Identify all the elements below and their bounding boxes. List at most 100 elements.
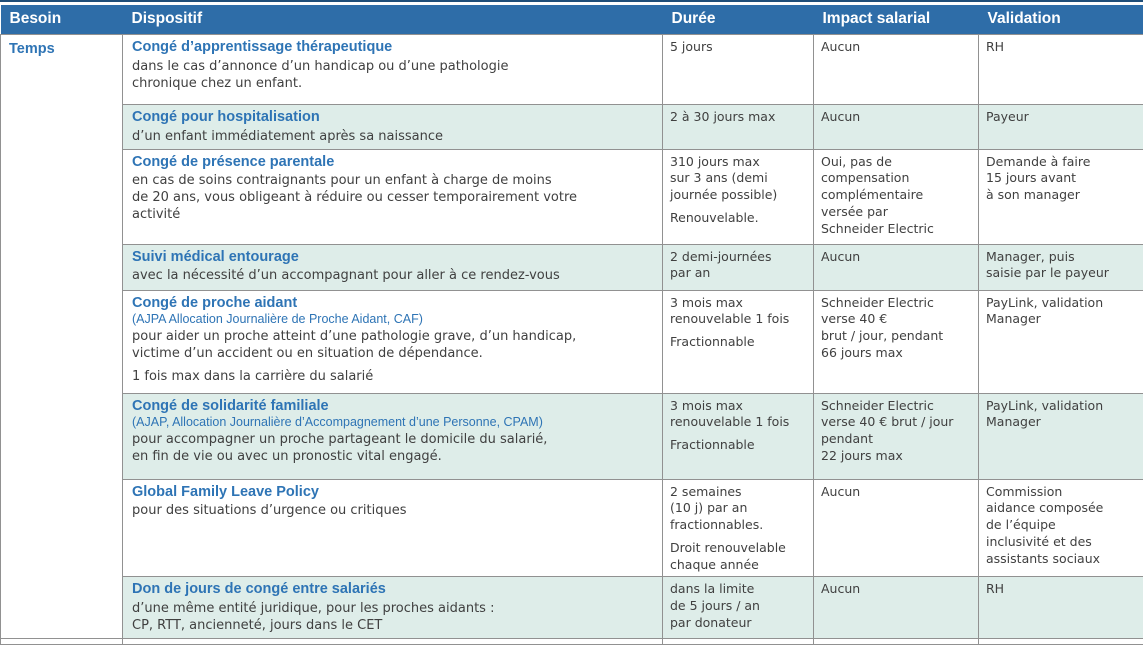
dispositif-description: avec la nécessité d’un accompagnant pour…: [132, 268, 652, 285]
duree-cell: 5 jours: [663, 35, 814, 105]
validation-cell: PayLink, validation Manager: [979, 290, 1143, 393]
dispositif-description: pour des situations d’urgence ou critiqu…: [132, 503, 652, 520]
duree-cell: 3 mois max renouvelable 1 fois Fractionn…: [663, 393, 814, 479]
dispositif-cell: Congé de proche aidant (AJPA Allocation …: [123, 290, 663, 393]
impact-text: Aucun: [821, 581, 972, 598]
dispositif-title: Congé de présence parentale: [132, 154, 652, 172]
dispositif-description: d’une même entité juridique, pour les pr…: [132, 601, 652, 635]
dispositif-cell: Global Family Leave Policy pour des situ…: [123, 479, 663, 577]
validation-text: Commission aidance composée de l’équipe …: [986, 484, 1137, 568]
impact-cell: Oui, pas de compensation complémentaire …: [814, 149, 979, 244]
duree-text: 3 mois max renouvelable 1 fois: [670, 398, 807, 432]
impact-text: Aucun: [821, 249, 972, 266]
duree-text-2: Fractionnable: [670, 334, 807, 351]
validation-text: PayLink, validation Manager: [986, 398, 1137, 432]
column-header-besoin: Besoin: [1, 5, 123, 35]
dispositif-cell: Congé pour hospitalisation d’un enfant i…: [123, 105, 663, 150]
dispositifs-table: Besoin Dispositif Durée Impact salarial …: [0, 5, 1143, 645]
table-row-suivi-medical: Suivi médical entourage avec la nécessit…: [1, 244, 1143, 290]
column-header-duree: Durée: [663, 5, 814, 35]
impact-cell: Aucun: [814, 479, 979, 577]
dispositif-cell: Congé de présence parentale en cas de so…: [123, 149, 663, 244]
dispositif-title: Congé d’apprentissage thérapeutique: [132, 39, 652, 57]
dispositif-cell-next: [123, 638, 663, 644]
impact-text: Schneider Electric verse 40 € brut / jou…: [821, 398, 972, 465]
validation-text: RH: [986, 581, 1137, 598]
dispositif-subtitle: (AJAP, Allocation Journalière d’Accompag…: [132, 415, 652, 430]
dispositif-cell: Congé d’apprentissage thérapeutique dans…: [123, 35, 663, 105]
table-body: Temps Congé d’apprentissage thérapeutiqu…: [1, 35, 1143, 645]
duree-text: 2 demi-journées par an: [670, 249, 807, 283]
validation-cell: RH: [979, 35, 1143, 105]
column-header-validation: Validation: [979, 5, 1143, 35]
duree-text-2: Renouvelable.: [670, 210, 807, 227]
validation-cell: Payeur: [979, 105, 1143, 150]
impact-cell: Schneider Electric verse 40 € brut / jou…: [814, 290, 979, 393]
duree-cell-next: [663, 638, 814, 644]
dispositif-cell: Congé de solidarité familiale (AJAP, All…: [123, 393, 663, 479]
table-row-hospitalisation: Congé pour hospitalisation d’un enfant i…: [1, 105, 1143, 150]
dispositif-description: d’un enfant immédiatement après sa naiss…: [132, 129, 652, 146]
impact-text: Aucun: [821, 39, 972, 56]
impact-cell: Aucun: [814, 35, 979, 105]
besoin-cell: Temps: [1, 35, 123, 639]
dispositif-description: en cas de soins contraignants pour un en…: [132, 173, 652, 224]
impact-text: Aucun: [821, 109, 972, 126]
table-row-presence-parentale: Congé de présence parentale en cas de so…: [1, 149, 1143, 244]
dispositif-title: Global Family Leave Policy: [132, 484, 652, 502]
dispositif-title: Don de jours de congé entre salariés: [132, 581, 652, 599]
impact-cell: Aucun: [814, 244, 979, 290]
validation-cell: PayLink, validation Manager: [979, 393, 1143, 479]
dispositif-description: pour aider un proche atteint d’une patho…: [132, 329, 652, 363]
duree-text: 5 jours: [670, 39, 807, 56]
header-row: Besoin Dispositif Durée Impact salarial …: [1, 5, 1143, 35]
duree-text: 2 à 30 jours max: [670, 109, 807, 126]
duree-text-2: Fractionnable: [670, 437, 807, 454]
duree-text: 3 mois max renouvelable 1 fois: [670, 295, 807, 329]
dispositif-description: pour accompagner un proche partageant le…: [132, 432, 652, 466]
duree-text: 2 semaines (10 j) par an fractionnables.: [670, 484, 807, 534]
table-row-apprentissage: Temps Congé d’apprentissage thérapeutiqu…: [1, 35, 1143, 105]
dispositif-description: dans le cas d’annonce d’un handicap ou d…: [132, 59, 652, 93]
validation-cell: Manager, puis saisie par le payeur: [979, 244, 1143, 290]
duree-text: 310 jours max sur 3 ans (demi journée po…: [670, 154, 807, 204]
validation-text: Demande à faire 15 jours avant à son man…: [986, 154, 1137, 204]
duree-text: dans la limite de 5 jours / an par donat…: [670, 581, 807, 631]
impact-text: Schneider Electric verse 40 € brut / jou…: [821, 295, 972, 362]
table-row-global-family-leave: Global Family Leave Policy pour des situ…: [1, 479, 1143, 577]
duree-cell: dans la limite de 5 jours / an par donat…: [663, 577, 814, 638]
table-row-don-de-jours: Don de jours de congé entre salariés d’u…: [1, 577, 1143, 638]
validation-text: PayLink, validation Manager: [986, 295, 1137, 329]
column-header-dispositif: Dispositif: [123, 5, 663, 35]
table-row-partial: [1, 638, 1143, 644]
duree-text-2: Droit renouvelable chaque année: [670, 540, 807, 574]
validation-cell: Commission aidance composée de l’équipe …: [979, 479, 1143, 577]
duree-cell: 2 à 30 jours max: [663, 105, 814, 150]
validation-cell-next: [979, 638, 1143, 644]
validation-text: RH: [986, 39, 1137, 56]
impact-cell-next: [814, 638, 979, 644]
impact-cell: Aucun: [814, 105, 979, 150]
table-row-proche-aidant: Congé de proche aidant (AJPA Allocation …: [1, 290, 1143, 393]
dispositif-title: Congé de solidarité familiale: [132, 398, 652, 416]
dispositif-cell: Don de jours de congé entre salariés d’u…: [123, 577, 663, 638]
dispositif-title: Suivi médical entourage: [132, 249, 652, 267]
impact-cell: Aucun: [814, 577, 979, 638]
dispositif-title: Congé pour hospitalisation: [132, 109, 652, 127]
duree-cell: 2 demi-journées par an: [663, 244, 814, 290]
impact-text: Aucun: [821, 484, 972, 501]
table-row-solidarite-familiale: Congé de solidarité familiale (AJAP, All…: [1, 393, 1143, 479]
validation-text: Payeur: [986, 109, 1137, 126]
impact-cell: Schneider Electric verse 40 € brut / jou…: [814, 393, 979, 479]
besoin-cell-next: [1, 638, 123, 644]
dispositif-cell: Suivi médical entourage avec la nécessit…: [123, 244, 663, 290]
column-header-impact-salarial: Impact salarial: [814, 5, 979, 35]
duree-cell: 3 mois max renouvelable 1 fois Fractionn…: [663, 290, 814, 393]
validation-cell: Demande à faire 15 jours avant à son man…: [979, 149, 1143, 244]
table-header: Besoin Dispositif Durée Impact salarial …: [1, 5, 1143, 35]
validation-cell: RH: [979, 577, 1143, 638]
duree-cell: 310 jours max sur 3 ans (demi journée po…: [663, 149, 814, 244]
dispositif-title: Congé de proche aidant: [132, 295, 652, 313]
validation-text: Manager, puis saisie par le payeur: [986, 249, 1137, 283]
